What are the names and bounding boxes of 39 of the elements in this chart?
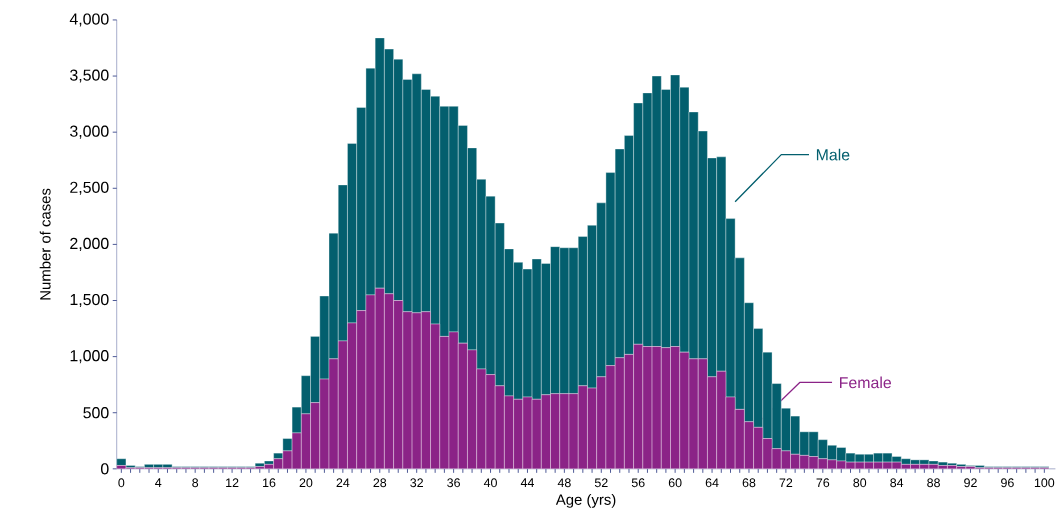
y-tick-label: 2,500	[70, 181, 109, 195]
x-tick-label: 100	[1034, 478, 1055, 488]
x-tick-label: 88	[927, 478, 940, 488]
y-axis-title: Number of cases	[39, 188, 51, 300]
x-tick-label: 84	[890, 478, 904, 488]
x-tick-label: 24	[336, 478, 350, 488]
x-tick-label: 16	[263, 478, 276, 488]
x-tick-label: 12	[226, 478, 239, 488]
x-tick-label: 0	[118, 478, 125, 488]
x-tick-label: 28	[373, 478, 387, 488]
y-tick-label: 0	[101, 463, 109, 475]
x-tick-label: 20	[299, 478, 313, 488]
x-tick-label: 96	[1001, 478, 1014, 488]
y-tick-label: 3,500	[70, 69, 109, 83]
x-tick-label: 80	[853, 478, 867, 488]
x-tick-label: 68	[742, 478, 756, 488]
x-tick-label: 76	[816, 478, 830, 488]
x-tick-label: 40	[483, 478, 497, 488]
y-tick-label: 500	[83, 407, 109, 419]
text: Male	[816, 148, 850, 161]
y-tick-label: 1,500	[70, 294, 109, 308]
y-tick-label: 4,000	[69, 13, 109, 27]
y-tick-label: 1,000	[70, 350, 109, 364]
x-tick-label: 72	[779, 478, 793, 488]
x-tick-label: 48	[557, 478, 571, 488]
x-tick-label: 4	[155, 478, 162, 488]
x-tick-label: 60	[668, 478, 682, 488]
x-tick-label: 8	[192, 478, 199, 488]
x-tick-label: 32	[410, 478, 423, 488]
x-tick-label: 56	[631, 478, 645, 488]
x-tick-label: 52	[594, 478, 608, 488]
x-tick-label: 92	[964, 478, 977, 488]
x-axis-title: Age (yrs)	[555, 494, 616, 508]
x-tick-label: 64	[705, 478, 719, 488]
x-tick-label: 44	[520, 478, 534, 488]
x-tick-label: 36	[447, 478, 460, 488]
text: Female	[840, 376, 892, 389]
y-tick-label: 2,000	[70, 237, 109, 252]
y-tick-label: 3,000	[70, 125, 109, 139]
